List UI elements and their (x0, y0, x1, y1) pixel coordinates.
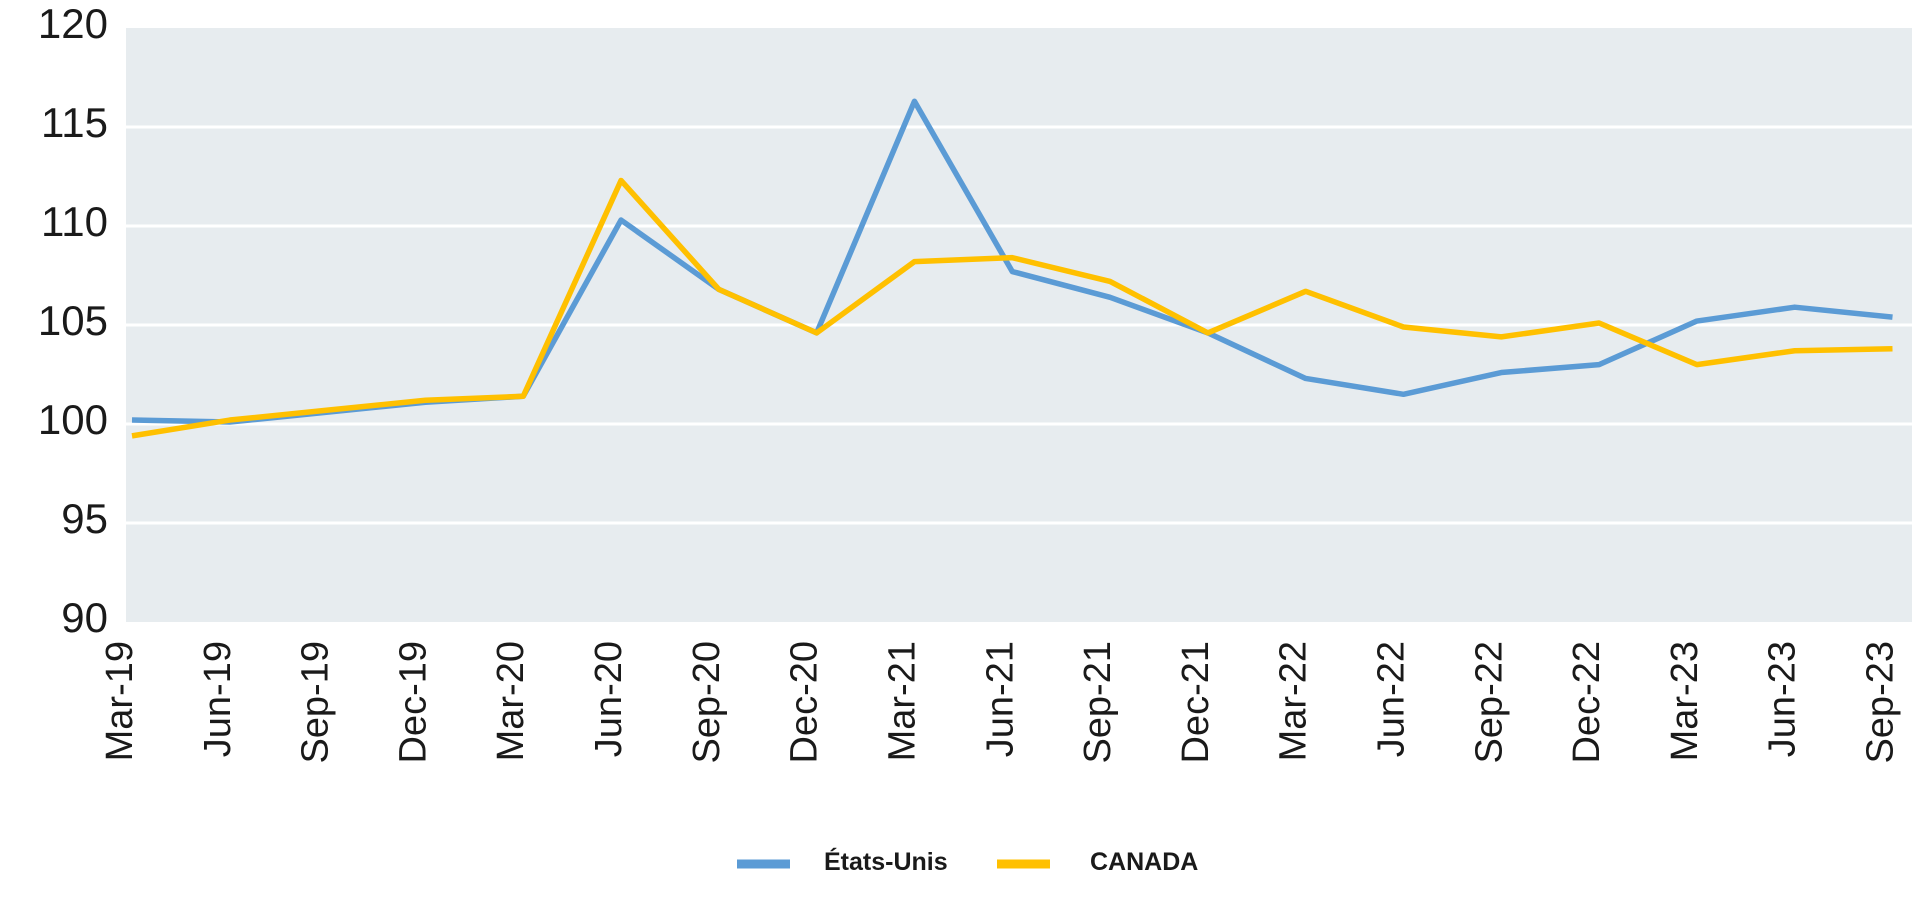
svg-text:90: 90 (61, 594, 108, 641)
svg-text:Mar-20: Mar-20 (490, 641, 532, 761)
svg-text:Mar-22: Mar-22 (1273, 641, 1315, 761)
svg-text:110: 110 (41, 198, 108, 245)
svg-text:Jun-22: Jun-22 (1371, 641, 1413, 757)
svg-text:100: 100 (38, 396, 108, 443)
svg-text:Sep-21: Sep-21 (1077, 641, 1119, 764)
svg-text:95: 95 (61, 495, 108, 542)
svg-text:Sep-23: Sep-23 (1860, 641, 1902, 764)
svg-text:Dec-22: Dec-22 (1566, 641, 1608, 764)
svg-text:Jun-20: Jun-20 (588, 641, 630, 757)
svg-text:Jun-23: Jun-23 (1762, 641, 1804, 757)
svg-text:Dec-21: Dec-21 (1175, 641, 1217, 764)
svg-text:Jun-19: Jun-19 (197, 641, 239, 757)
svg-text:120: 120 (38, 0, 108, 47)
svg-text:CANADA: CANADA (1090, 848, 1198, 876)
svg-text:Dec-20: Dec-20 (784, 641, 826, 764)
svg-text:Mar-23: Mar-23 (1664, 641, 1706, 761)
svg-text:Dec-19: Dec-19 (392, 641, 434, 764)
svg-text:États-Unis: États-Unis (824, 847, 948, 876)
svg-text:115: 115 (41, 99, 108, 146)
svg-text:Sep-19: Sep-19 (295, 641, 337, 764)
svg-text:Jun-21: Jun-21 (979, 641, 1021, 757)
svg-text:Sep-22: Sep-22 (1468, 641, 1510, 764)
svg-text:105: 105 (38, 297, 108, 344)
svg-text:Sep-20: Sep-20 (686, 641, 728, 764)
svg-text:Mar-19: Mar-19 (99, 641, 141, 761)
svg-text:Mar-21: Mar-21 (881, 641, 923, 761)
